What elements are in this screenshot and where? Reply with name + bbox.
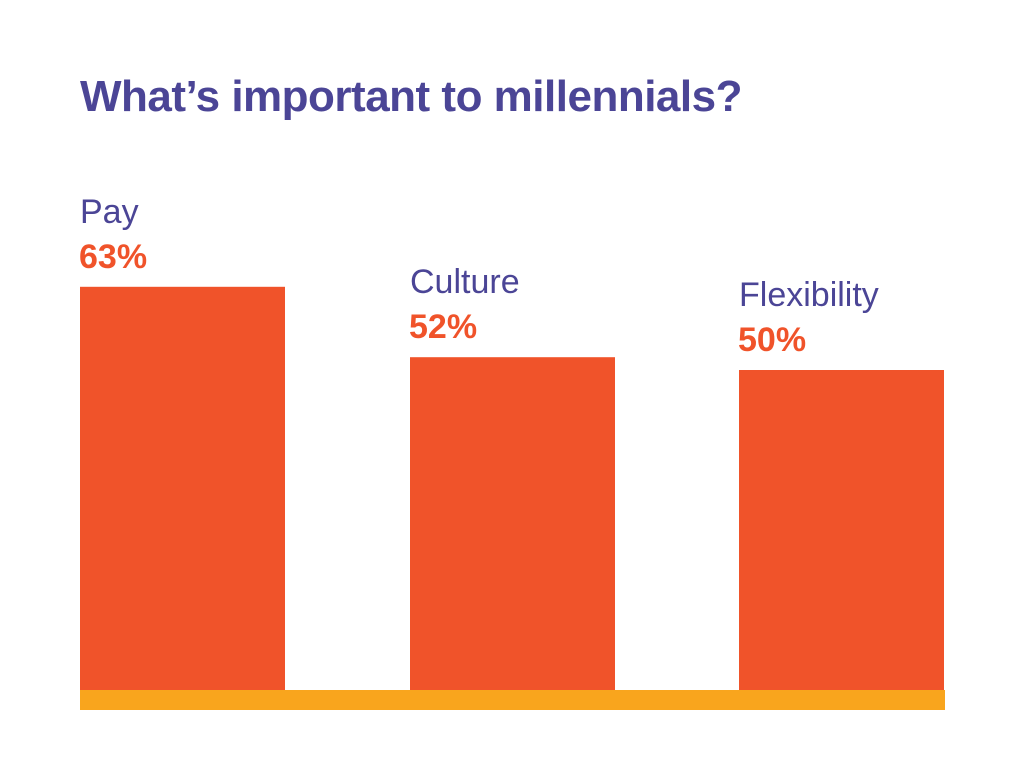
category-label-pay: Pay xyxy=(80,193,139,231)
bar-pay xyxy=(80,286,285,690)
bar-culture xyxy=(410,357,615,690)
value-label-culture: 52% xyxy=(409,308,477,346)
category-label-flexibility: Flexibility xyxy=(739,276,879,314)
value-label-flexibility: 50% xyxy=(738,321,806,359)
value-label-pay: 63% xyxy=(79,238,147,276)
category-label-culture: Culture xyxy=(410,263,520,301)
baseline-bar xyxy=(80,690,945,710)
chart-title: What’s important to millennials? xyxy=(80,72,742,121)
bar-flexibility xyxy=(739,370,944,690)
bars-group xyxy=(80,286,944,690)
labels-group: 63% Pay 52% Culture 50% Flexibility xyxy=(79,193,879,359)
